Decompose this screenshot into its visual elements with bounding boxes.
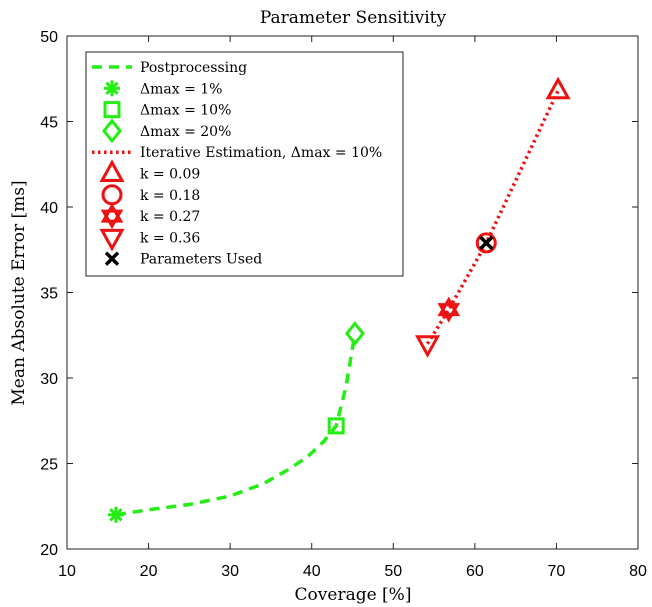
legend: Postprocessing Δmax = 1% Δmax = 10% Δmax = …: [85, 51, 404, 277]
legend-label: k = 0.09: [140, 167, 200, 183]
hexagram-shape: [100, 209, 124, 230]
legend-label: Parameters Used: [140, 252, 262, 268]
legend-label: Δmax = 20%: [140, 124, 231, 140]
x-stroke: [104, 251, 120, 266]
asterisk-stroke: [105, 81, 119, 96]
asterisk-stroke: [109, 508, 123, 522]
square-shape: [327, 417, 345, 435]
data-point-triangle-down: [414, 335, 441, 358]
legend-label: k = 0.36: [140, 230, 200, 246]
legend-marker-triangle-down: [99, 228, 125, 252]
legend-box: [85, 51, 404, 277]
hexagram-shape: [437, 296, 461, 317]
triangle-down-shape: [99, 228, 125, 252]
x-tick-label: 60: [466, 563, 484, 580]
triangle-up-shape: [99, 159, 125, 182]
legend-marker-diamond: [102, 118, 122, 144]
y-tick-label: 20: [40, 542, 58, 559]
tick-marks: [66, 35, 639, 550]
markers: [107, 76, 571, 523]
data-point-asterisk: [107, 506, 124, 523]
y-axis-label: Mean Absolute Error [ms]: [9, 180, 29, 405]
hexagram-shape: [437, 303, 461, 323]
legend-marker-asterisk: [104, 80, 120, 97]
diamond-shape: [102, 118, 122, 144]
y-tick-label: 30: [40, 371, 58, 388]
x-tick-label: 50: [384, 563, 402, 580]
x-tick-label: 40: [303, 563, 321, 580]
series-lines: [115, 89, 560, 517]
diamond-shape: [345, 321, 365, 346]
circle-shape: [475, 232, 497, 254]
y-tick-label: 45: [40, 115, 58, 132]
y-tick-label: 35: [40, 286, 58, 303]
chart-title: Parameter Sensitivity: [260, 8, 447, 28]
legend-label: Δmax = 1%: [140, 81, 222, 97]
triangle-up-shape: [545, 76, 571, 100]
y-tick-label: 40: [40, 200, 58, 217]
x-tick-labels: 10 20 30 40 50 60 70 80: [58, 563, 647, 580]
hexagram-shape: [100, 203, 124, 223]
data-point-square: [327, 417, 345, 435]
data-point-hexagram: [437, 296, 461, 323]
legend-label: Iterative Estimation, Δmax = 10%: [140, 145, 382, 161]
legend-marker-hexagram: [100, 203, 124, 230]
x-tick-label: 10: [58, 563, 76, 580]
x-tick-label: 20: [140, 563, 158, 580]
triangle-down-shape: [414, 335, 441, 358]
x-tick-label: 80: [629, 563, 647, 580]
data-point-diamond: [345, 321, 365, 346]
legend-label: Postprocessing: [140, 60, 247, 76]
legend-marker-triangle-up: [99, 159, 125, 182]
data-point-x: [479, 235, 494, 251]
square-shape: [103, 101, 121, 119]
postprocessing-line: [115, 333, 357, 517]
y-tick-label: 25: [40, 457, 58, 474]
legend-label: Δmax = 10%: [140, 103, 231, 119]
y-tick-label: 50: [40, 29, 58, 46]
iterative-estimation-line: [426, 89, 560, 345]
y-tick-labels: 20 25 30 35 40 45 50: [40, 29, 58, 559]
x-tick-label: 70: [548, 563, 566, 580]
legend-marker-x: [104, 251, 120, 266]
x-tick-label: 30: [221, 563, 239, 580]
legend-label: k = 0.18: [140, 188, 200, 204]
legend-label: k = 0.27: [140, 209, 200, 225]
data-point-triangle-up: [545, 76, 571, 100]
legend-marker-square: [103, 101, 121, 119]
x-axis-label: Coverage [%]: [295, 585, 412, 605]
data-point-circle: [475, 232, 497, 254]
x-stroke: [479, 235, 494, 251]
